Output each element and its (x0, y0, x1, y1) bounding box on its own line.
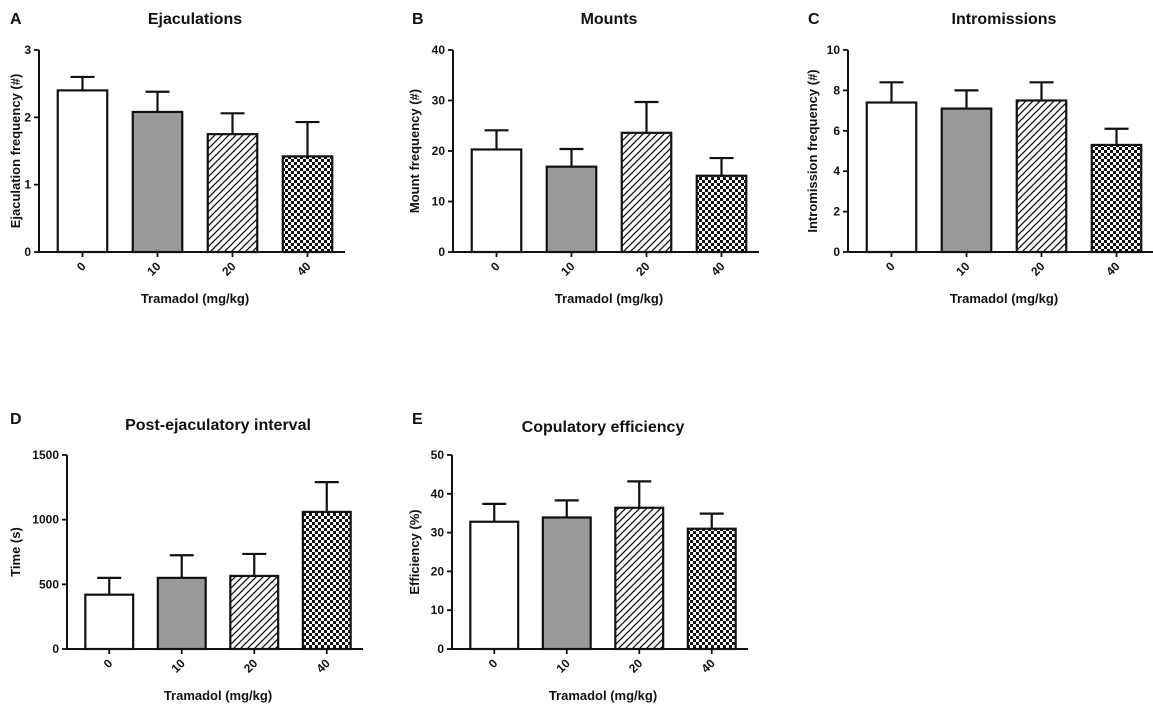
x-tick-label: 0 (486, 656, 501, 671)
x-axis-label: Tramadol (mg/kg) (164, 688, 272, 703)
x-tick-label: 0 (488, 259, 503, 274)
panel-letter: D (10, 411, 22, 428)
bar-10 (156, 576, 207, 651)
y-tick-label: 30 (431, 526, 445, 540)
bar-10 (545, 165, 598, 254)
y-tick-label: 40 (432, 43, 446, 57)
bar-40 (686, 527, 737, 651)
x-tick-label: 20 (1028, 259, 1048, 279)
x-tick-label: 10 (144, 259, 164, 279)
chart-panel-d: D Post-ejaculatory interval 0 500 1000 1500 0 1… (8, 411, 363, 703)
x-tick-label: 20 (241, 656, 261, 676)
panel-letter: E (412, 411, 423, 428)
x-tick-label: 0 (101, 656, 116, 671)
x-tick-label: 40 (1103, 259, 1123, 279)
x-tick-label: 40 (314, 656, 334, 676)
y-tick-label: 0 (833, 245, 840, 259)
x-tick-label: 10 (554, 656, 574, 676)
bar-10 (541, 516, 592, 651)
y-tick-label: 30 (432, 94, 446, 108)
bar-10 (940, 107, 993, 254)
x-tick-label: 0 (74, 259, 89, 274)
x-tick-label: 20 (219, 259, 239, 279)
y-tick-label: 4 (833, 164, 840, 178)
x-axis-label: Tramadol (mg/kg) (950, 291, 1058, 306)
chart-title: Copulatory efficiency (522, 419, 685, 436)
x-tick-label: 10 (558, 259, 578, 279)
y-tick-label: 0 (52, 642, 59, 656)
bar-20 (620, 131, 673, 254)
x-tick-label: 10 (169, 656, 189, 676)
y-tick-label: 10 (431, 603, 445, 617)
bar-20 (1015, 99, 1068, 254)
x-axis-label: Tramadol (mg/kg) (555, 291, 663, 306)
bar-40 (1090, 143, 1143, 254)
y-tick-label: 0 (437, 642, 444, 656)
y-tick-label: 2 (833, 205, 840, 219)
bar-0 (865, 101, 918, 254)
chart-panel-a: A Ejaculations 0 1 2 3 0 10 20 40 Tramadol (mg/kg)… (8, 11, 345, 306)
y-axis-label: Intromission frequency (#) (805, 69, 820, 232)
y-axis-label: Time (s) (8, 527, 23, 577)
x-axis-label: Tramadol (mg/kg) (141, 291, 249, 306)
panel-letter: A (10, 11, 22, 28)
y-tick-label: 10 (432, 195, 446, 209)
y-tick-label: 1 (24, 178, 31, 192)
bar-20 (229, 574, 280, 651)
chart-title: Ejaculations (148, 11, 242, 28)
y-tick-label: 0 (438, 245, 445, 259)
y-axis-label: Ejaculation frequency (#) (8, 74, 23, 229)
y-tick-label: 8 (833, 83, 840, 97)
y-axis-label: Mount frequency (#) (407, 89, 422, 213)
y-tick-label: 1500 (32, 448, 59, 462)
bar-0 (56, 89, 109, 254)
bar-0 (470, 148, 523, 254)
y-tick-label: 6 (833, 124, 840, 138)
bar-40 (281, 155, 334, 254)
bar-10 (131, 110, 184, 254)
y-tick-label: 10 (827, 43, 841, 57)
x-tick-label: 40 (699, 656, 719, 676)
y-tick-label: 2 (24, 110, 31, 124)
bar-0 (84, 593, 135, 651)
x-tick-label: 0 (883, 259, 898, 274)
y-tick-label: 3 (24, 43, 31, 57)
panel-letter: C (808, 11, 820, 28)
bar-40 (301, 510, 352, 651)
y-tick-label: 0 (24, 245, 31, 259)
bar-20 (614, 506, 665, 651)
y-tick-label: 20 (431, 564, 445, 578)
bar-20 (206, 133, 259, 254)
y-tick-label: 20 (432, 144, 446, 158)
x-tick-label: 40 (294, 259, 314, 279)
chart-panel-b: B Mounts 0 10 20 30 40 0 10 20 40 Tramadol (mg/kg) M… (407, 11, 759, 306)
x-tick-label: 20 (633, 259, 653, 279)
y-tick-label: 1000 (32, 513, 59, 527)
panel-letter: B (412, 11, 424, 28)
y-axis-label: Efficiency (%) (407, 509, 422, 594)
bar-0 (469, 520, 520, 651)
x-tick-label: 20 (626, 656, 646, 676)
x-tick-label: 40 (708, 259, 728, 279)
y-tick-label: 40 (431, 487, 445, 501)
chart-title: Mounts (581, 11, 638, 28)
chart-panel-c: C Intromissions 0 2 4 6 8 10 0 10 20 40 Tramadol (mg… (805, 11, 1153, 306)
y-tick-label: 500 (39, 577, 59, 591)
chart-title: Intromissions (952, 11, 1057, 28)
chart-title: Post-ejaculatory interval (125, 417, 311, 434)
y-tick-label: 50 (431, 448, 445, 462)
x-axis-label: Tramadol (mg/kg) (549, 688, 657, 703)
bar-40 (695, 174, 748, 254)
chart-panel-e: E Copulatory efficiency 0 10 20 30 40 50 0 10 20 40… (407, 411, 748, 703)
x-tick-label: 10 (953, 259, 973, 279)
